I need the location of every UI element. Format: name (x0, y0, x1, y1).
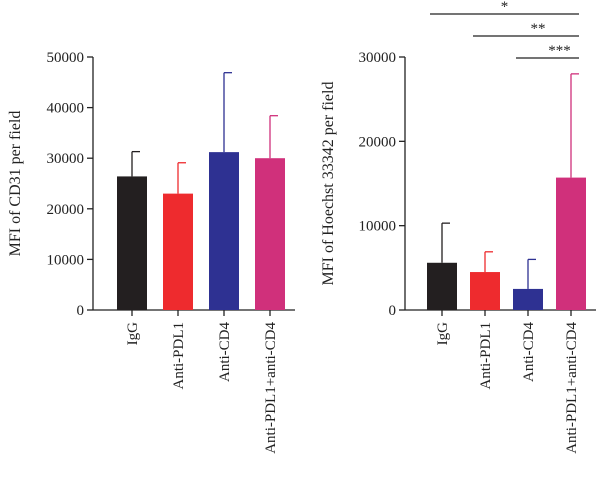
bar (556, 177, 586, 310)
chart-panel-cd31: 0 10000 20000 30000 40000 50000 MFI of CD31 pe… (7, 50, 295, 454)
bar (513, 288, 543, 310)
category-label: Anti-CD4 (217, 322, 233, 383)
y-tick-label: 50000 (47, 50, 85, 66)
category-label: Anti-PDL1+anti-CD4 (263, 322, 279, 454)
y-tick-label: 30000 (359, 50, 397, 66)
y-axis-title: MFI of Hoechst 33342 per field (320, 82, 337, 286)
y-tick-label: 10000 (359, 219, 397, 235)
significance-label: *** (548, 43, 571, 59)
significance-label: ** (531, 21, 546, 37)
y-axis-title: MFI of CD31 per field (7, 111, 24, 257)
bar (255, 158, 285, 310)
chart-panel-hoechst: 0 10000 20000 30000 MFI of Hoechst 33342 per… (320, 0, 596, 454)
category-label: IgG (125, 322, 141, 345)
bar (117, 176, 147, 310)
bar (163, 193, 193, 310)
y-tick-label: 20000 (359, 134, 397, 150)
category-label: Anti-PDL1+anti-CD4 (564, 322, 580, 454)
category-label: Anti-CD4 (521, 322, 537, 383)
bar (470, 272, 500, 310)
category-label: Anti-PDL1 (171, 322, 187, 390)
y-tick-label: 10000 (47, 252, 85, 268)
bar (209, 152, 239, 310)
y-tick-label: 40000 (47, 101, 85, 117)
bar (427, 262, 457, 310)
y-tick-label: 0 (389, 303, 397, 319)
y-tick-label: 20000 (47, 202, 85, 218)
y-tick-label: 30000 (47, 151, 85, 167)
y-tick-label: 0 (77, 303, 85, 319)
category-label: Anti-PDL1 (478, 322, 494, 390)
category-label: IgG (435, 322, 451, 345)
significance-label: * (501, 0, 509, 15)
